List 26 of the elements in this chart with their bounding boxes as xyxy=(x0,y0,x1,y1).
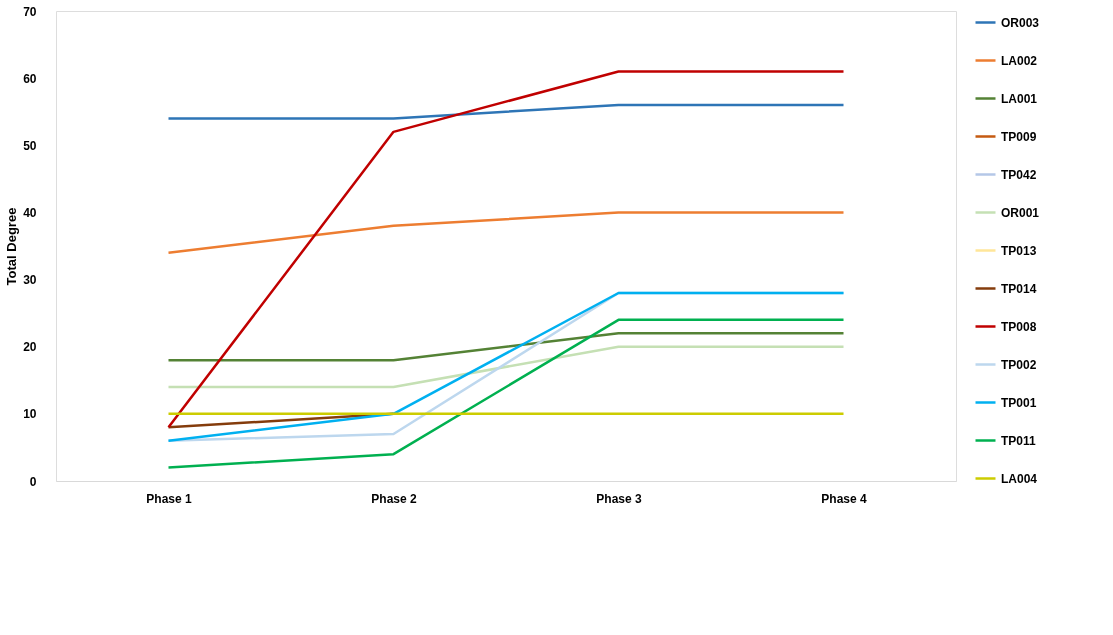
legend-label: LA001 xyxy=(1001,91,1038,106)
legend-label: TP008 xyxy=(1001,319,1037,334)
legend-label: OR003 xyxy=(1001,15,1040,30)
y-axis-title: Total Degree xyxy=(4,207,20,286)
legend-label: TP042 xyxy=(1001,167,1037,182)
legend-label: TP002 xyxy=(1001,357,1037,372)
y-tick-label: 20 xyxy=(23,340,37,355)
legend-label: TP009 xyxy=(1001,129,1037,144)
y-tick-label: 60 xyxy=(23,71,37,86)
y-tick-label: 70 xyxy=(23,4,37,19)
legend-label: OR001 xyxy=(1001,205,1040,220)
legend-label: TP001 xyxy=(1001,395,1037,410)
legend-label: TP013 xyxy=(1001,243,1037,258)
y-tick-label: 0 xyxy=(29,474,37,489)
y-tick-label: 30 xyxy=(23,273,37,288)
legend-label: TP014 xyxy=(1001,281,1037,296)
x-tick-label: Phase 2 xyxy=(371,491,417,506)
y-tick-label: 10 xyxy=(23,407,37,422)
x-tick-label: Phase 4 xyxy=(821,491,867,506)
legend-label: TP011 xyxy=(1001,433,1037,448)
legend-label: LA004 xyxy=(1001,471,1038,486)
y-tick-label: 40 xyxy=(23,205,37,220)
y-tick-label: 50 xyxy=(23,138,37,153)
x-tick-label: Phase 1 xyxy=(146,491,192,506)
legend-label: LA002 xyxy=(1001,53,1038,68)
x-tick-label: Phase 3 xyxy=(596,491,642,506)
